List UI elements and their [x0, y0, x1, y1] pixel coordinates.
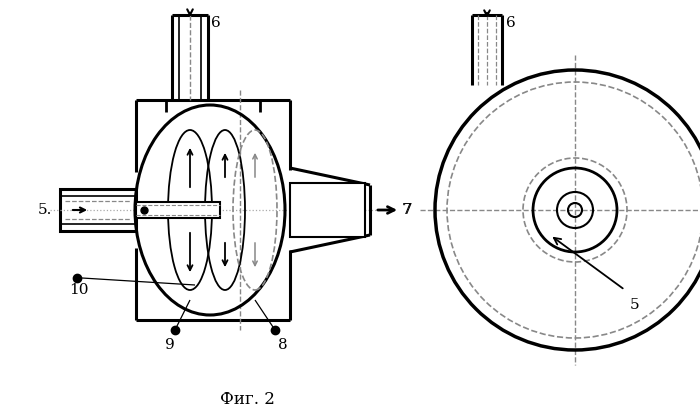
Text: 9: 9 — [165, 338, 175, 352]
Text: Фиг. 2: Фиг. 2 — [220, 391, 275, 409]
Text: 7: 7 — [403, 203, 412, 217]
Text: 7: 7 — [402, 203, 412, 217]
Bar — [136, 202, 220, 218]
Bar — [290, 183, 365, 237]
Text: 5.: 5. — [38, 203, 52, 217]
Text: 6: 6 — [211, 16, 220, 30]
Text: 6: 6 — [506, 16, 516, 30]
Text: 5: 5 — [630, 298, 640, 312]
Text: 8: 8 — [278, 338, 288, 352]
Text: 10: 10 — [69, 283, 88, 297]
Bar — [60, 189, 136, 231]
